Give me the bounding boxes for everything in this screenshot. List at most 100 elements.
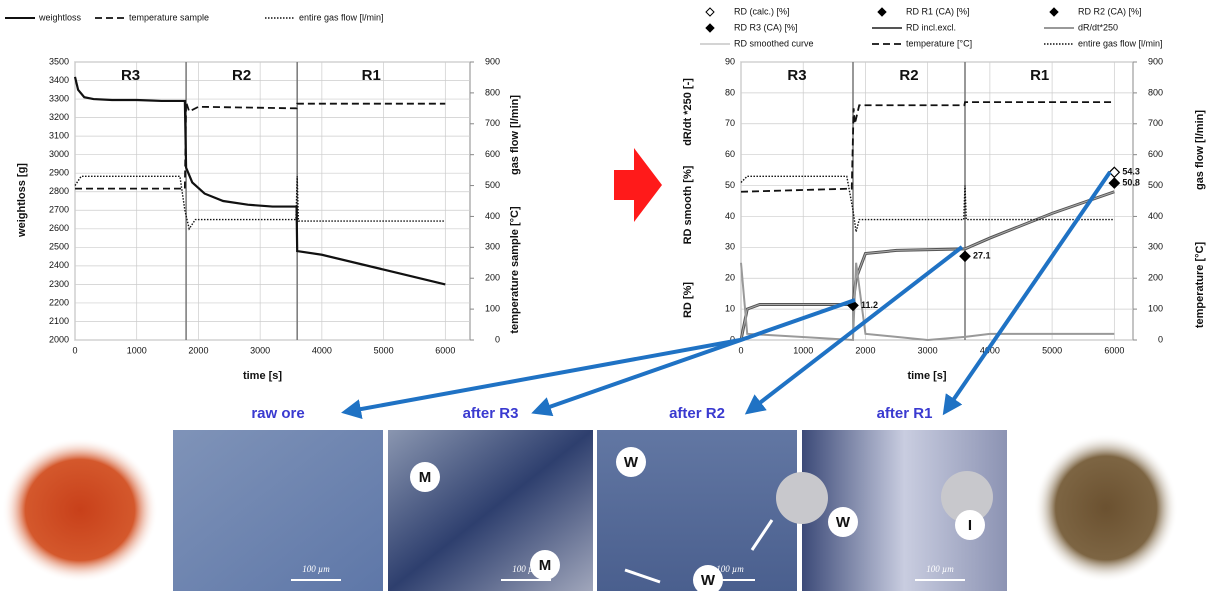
- phase-label: W: [701, 572, 716, 589]
- red-arrow: [614, 148, 662, 222]
- legend-marker: [878, 8, 886, 16]
- y2-tick-label: 700: [1148, 118, 1163, 128]
- scale-label: 100 µm: [926, 564, 954, 574]
- y2-tick-label: 800: [485, 87, 500, 97]
- y2-tick-label: 800: [1148, 87, 1163, 97]
- panel-title: after R1: [877, 405, 933, 422]
- y2-tick-label: 400: [1148, 211, 1163, 221]
- x-tick-label: 2000: [188, 345, 208, 355]
- legend-label: RD smoothed curve: [734, 38, 814, 48]
- legend-label: RD R1 (CA) [%]: [906, 6, 970, 16]
- phase-label: I: [968, 517, 972, 534]
- y2-tick-label: 300: [485, 242, 500, 252]
- micrographs: [173, 430, 1007, 591]
- y-tick-label: 20: [725, 273, 735, 283]
- x-tick-label: 5000: [374, 345, 394, 355]
- y2-tick-label: 100: [485, 303, 500, 313]
- region-label: R1: [362, 67, 381, 84]
- y2-tick-label: 400: [485, 211, 500, 221]
- x-tick-label: 3000: [918, 345, 938, 355]
- legend-label: RD R2 (CA) [%]: [1078, 6, 1142, 16]
- legend-label: temperature sample: [129, 12, 209, 22]
- y2-tick-label: 500: [1148, 180, 1163, 190]
- y-tick-label: 2800: [49, 186, 69, 196]
- y-tick-label: 70: [725, 118, 735, 128]
- y-tick-label: 10: [725, 303, 735, 313]
- y-tick-label: 2600: [49, 223, 69, 233]
- legend-label: weightloss: [38, 12, 82, 22]
- y-tick-label: 3100: [49, 131, 69, 141]
- y-tick-label: 3000: [49, 149, 69, 159]
- y-tick-label: 2200: [49, 297, 69, 307]
- y-axis-title: dR/dt *250 [-]: [682, 78, 694, 146]
- plot-area: [741, 62, 1133, 340]
- legend-label: RD R3 (CA) [%]: [734, 22, 798, 32]
- legend-label: RD (calc.) [%]: [734, 6, 790, 16]
- y2-axis-title: gas flow [l/min]: [1194, 110, 1206, 190]
- ore-raw: [2, 438, 158, 582]
- region-label: R1: [1030, 67, 1049, 84]
- y-tick-label: 2100: [49, 316, 69, 326]
- x-axis-title: time [s]: [907, 370, 946, 382]
- y2-tick-label: 100: [1148, 303, 1163, 313]
- legend-label: dR/dt*250: [1078, 22, 1118, 32]
- region-label: R2: [232, 67, 251, 84]
- x-tick-label: 5000: [1042, 345, 1062, 355]
- figure: 2000210022002300240025002600270028002900…: [0, 0, 1217, 591]
- y-tick-label: 2000: [49, 334, 69, 344]
- y2-tick-label: 200: [485, 273, 500, 283]
- phase-label: W: [836, 514, 851, 531]
- y2-tick-label: 900: [1148, 56, 1163, 66]
- panel-title: after R2: [669, 405, 725, 422]
- data-label: 54.3: [1122, 167, 1140, 177]
- y-tick-label: 60: [725, 149, 735, 159]
- y2-tick-label: 300: [1148, 242, 1163, 252]
- y-tick-label: 40: [725, 211, 735, 221]
- phase-label: M: [539, 557, 552, 574]
- y2-tick-label: 900: [485, 56, 500, 66]
- x-tick-label: 4000: [312, 345, 332, 355]
- x-tick-label: 0: [738, 345, 743, 355]
- y-axis-title: weightloss [g]: [16, 163, 28, 238]
- y-tick-label: 2700: [49, 205, 69, 215]
- y-tick-label: 3400: [49, 75, 69, 85]
- y-tick-label: 30: [725, 242, 735, 252]
- phase-label: M: [419, 469, 432, 486]
- data-label: 27.1: [973, 251, 991, 261]
- y2-tick-label: 700: [485, 118, 500, 128]
- x-tick-label: 6000: [435, 345, 455, 355]
- x-axis-title: time [s]: [243, 370, 282, 382]
- x-tick-label: 1000: [793, 345, 813, 355]
- y2-tick-label: 0: [1158, 334, 1163, 344]
- x-tick-label: 3000: [250, 345, 270, 355]
- y-tick-label: 3500: [49, 56, 69, 66]
- legend-label: RD incl.excl.: [906, 22, 956, 32]
- y2-axis-title: temperature [°C]: [1194, 242, 1206, 329]
- panel-title: raw ore: [251, 405, 304, 422]
- legend-label: entire gas flow [l/min]: [1078, 38, 1163, 48]
- y-tick-label: 2900: [49, 168, 69, 178]
- legend-label: entire gas flow [l/min]: [299, 12, 384, 22]
- y2-axis-title: gas flow [l/min]: [509, 95, 521, 175]
- data-label: 11.2: [861, 300, 878, 310]
- y-tick-label: 3200: [49, 112, 69, 122]
- panel-title: after R3: [463, 405, 519, 422]
- region-label: R3: [121, 67, 140, 84]
- y2-tick-label: 200: [1148, 273, 1163, 283]
- data-label: 50.8: [1122, 177, 1140, 187]
- x-tick-label: 0: [72, 345, 77, 355]
- y-tick-label: 2500: [49, 242, 69, 252]
- y-tick-label: 90: [725, 56, 735, 66]
- x-tick-label: 6000: [1104, 345, 1124, 355]
- phase-label: W: [624, 454, 639, 471]
- y2-axis-title: temperature sample [°C]: [509, 206, 521, 334]
- y2-tick-label: 500: [485, 180, 500, 190]
- legend-marker: [706, 24, 714, 32]
- scale-label: 100 µm: [302, 564, 330, 574]
- y2-tick-label: 600: [1148, 149, 1163, 159]
- ore-reduced: [1034, 434, 1178, 582]
- legend-label: temperature [°C]: [906, 38, 972, 48]
- legend-marker: [1050, 8, 1058, 16]
- y2-tick-label: 0: [495, 334, 500, 344]
- y-tick-label: 50: [725, 180, 735, 190]
